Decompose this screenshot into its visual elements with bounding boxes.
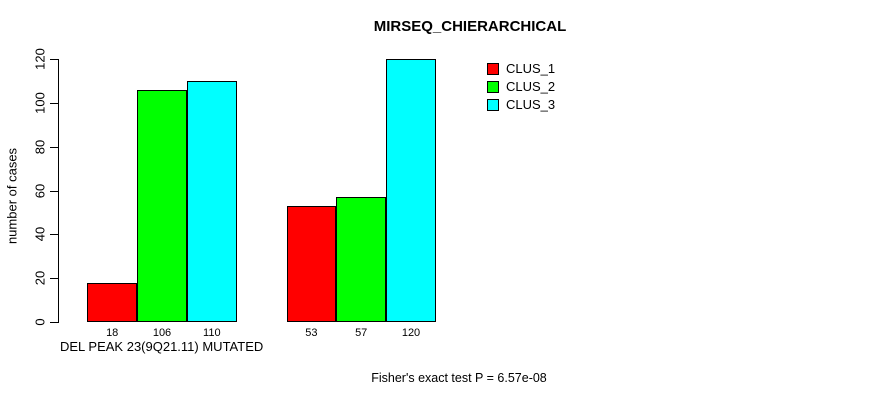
- bar-value-label: 120: [401, 327, 421, 339]
- bar-clus_1-group1: [87, 282, 138, 322]
- y-tick-mark: [50, 322, 58, 323]
- y-tick-label: 80: [32, 139, 48, 155]
- bar-clus_3-group1: [186, 80, 237, 322]
- bar-value-label: 110: [203, 327, 221, 339]
- y-tick-label: 0: [32, 318, 48, 326]
- bar-value-label: 106: [152, 327, 172, 339]
- legend-swatch: [487, 62, 499, 75]
- y-tick-label: 20: [32, 270, 48, 286]
- chart-title: MIRSEQ_CHIERARCHICAL: [373, 18, 567, 35]
- legend-item-clus_2: CLUS_2: [487, 79, 556, 94]
- legend-item-clus_1: CLUS_1: [487, 61, 556, 76]
- y-tick-label: 100: [32, 92, 48, 114]
- y-tick-mark: [50, 278, 58, 279]
- y-tick-label: 40: [32, 226, 48, 242]
- legend-label: CLUS_2: [506, 79, 556, 94]
- y-tick-label: 120: [32, 48, 48, 70]
- legend-item-clus_3: CLUS_3: [487, 97, 556, 112]
- y-tick-mark: [50, 59, 58, 60]
- legend-label: CLUS_3: [506, 97, 556, 112]
- y-tick-mark: [50, 103, 58, 104]
- bar-clus_3-group2: [386, 59, 436, 322]
- bar-clus_2-group2: [336, 197, 387, 322]
- legend-swatch: [487, 98, 499, 111]
- x-axis-label: DEL PEAK 23(9Q21.11) MUTATED: [60, 339, 264, 354]
- y-tick-mark: [50, 147, 58, 148]
- bar-value-label: 53: [305, 327, 318, 339]
- y-axis-line: [58, 59, 59, 323]
- legend-label: CLUS_1: [506, 61, 556, 76]
- bar-value-label: 57: [355, 327, 368, 339]
- y-tick-label: 60: [32, 183, 48, 199]
- bar-value-label: 18: [106, 327, 119, 339]
- legend-swatch: [487, 80, 499, 93]
- legend: CLUS_1 CLUS_2 CLUS_3: [487, 61, 556, 112]
- annotation-pvalue: Fisher's exact test P = 6.57e-08: [371, 371, 547, 385]
- bar-clus_2-group1: [137, 89, 187, 322]
- y-tick-mark: [50, 234, 58, 235]
- y-tick-mark: [50, 191, 58, 192]
- bar-clus_1-group2: [286, 205, 337, 322]
